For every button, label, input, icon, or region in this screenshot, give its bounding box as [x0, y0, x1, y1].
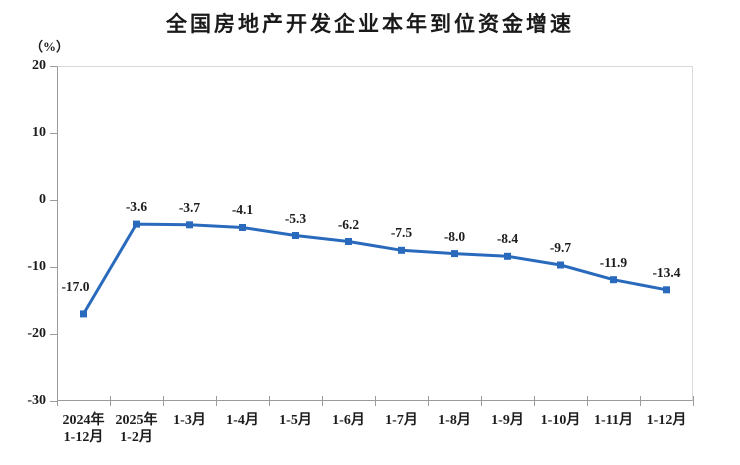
x-axis-tick-mark [481, 396, 482, 406]
x-axis-category-label: 2024年 1-12月 [62, 413, 105, 445]
data-point-label: -9.7 [549, 239, 572, 255]
x-axis-category-label: 1-11月 [594, 413, 633, 428]
y-axis-tick-mark [50, 133, 57, 134]
y-axis-tick-mark [50, 267, 57, 268]
x-axis-tick-mark [110, 396, 111, 406]
x-axis-category-label: 1-9月 [491, 413, 524, 428]
x-axis-tick-mark [163, 396, 164, 406]
x-axis-tick-mark [693, 396, 694, 406]
y-axis-tick-label: -30 [27, 393, 46, 408]
x-axis-tick-mark [640, 396, 641, 406]
y-axis-tick-mark [50, 334, 57, 335]
x-axis-tick-mark [57, 396, 58, 406]
data-point-label: -7.5 [390, 225, 413, 241]
y-axis-tick-label: -20 [27, 326, 46, 341]
x-axis-tick-mark [428, 396, 429, 406]
data-point-label: -8.0 [443, 228, 466, 244]
x-axis-category-label: 1-3月 [173, 413, 206, 428]
x-axis-category-label: 1-5月 [279, 413, 312, 428]
x-axis-category-label: 1-10月 [540, 413, 581, 428]
data-point-label: -13.4 [652, 264, 681, 280]
data-point-label: -8.4 [496, 231, 519, 247]
x-axis-category-label: 1-6月 [332, 413, 365, 428]
x-axis-tick-mark [587, 396, 588, 406]
x-axis-category-label: 1-12月 [646, 413, 687, 428]
plot-area [57, 66, 693, 401]
x-axis-tick-mark [216, 396, 217, 406]
data-point-label: -4.1 [231, 202, 254, 218]
y-axis-tick-mark [50, 200, 57, 201]
data-point-label: -11.9 [599, 254, 628, 270]
x-axis-tick-mark [322, 396, 323, 406]
data-point-label: -6.2 [337, 216, 360, 232]
data-point-label: -3.7 [178, 199, 201, 215]
y-axis-tick-mark [50, 401, 57, 402]
data-point-label: -5.3 [284, 210, 307, 226]
y-axis-tick-label: -10 [27, 259, 46, 274]
y-axis-tick-mark [50, 66, 57, 67]
x-axis-category-label: 2025年 1-2月 [115, 413, 158, 445]
x-axis-tick-mark [269, 396, 270, 406]
y-axis-tick-label: 10 [32, 125, 46, 140]
x-axis-tick-mark [534, 396, 535, 406]
x-axis-category-label: 1-7月 [385, 413, 418, 428]
y-axis-unit-label: （%） [30, 39, 70, 54]
y-axis-tick-label: 0 [39, 192, 46, 207]
data-point-label: -17.0 [61, 278, 90, 294]
x-axis-category-label: 1-4月 [226, 413, 259, 428]
x-axis-category-label: 1-8月 [438, 413, 471, 428]
chart-title: 全国房地产开发企业本年到位资金增速 [166, 13, 574, 36]
data-point-label: -3.6 [125, 199, 148, 215]
x-axis-tick-mark [375, 396, 376, 406]
y-axis-tick-label: 20 [32, 58, 46, 73]
